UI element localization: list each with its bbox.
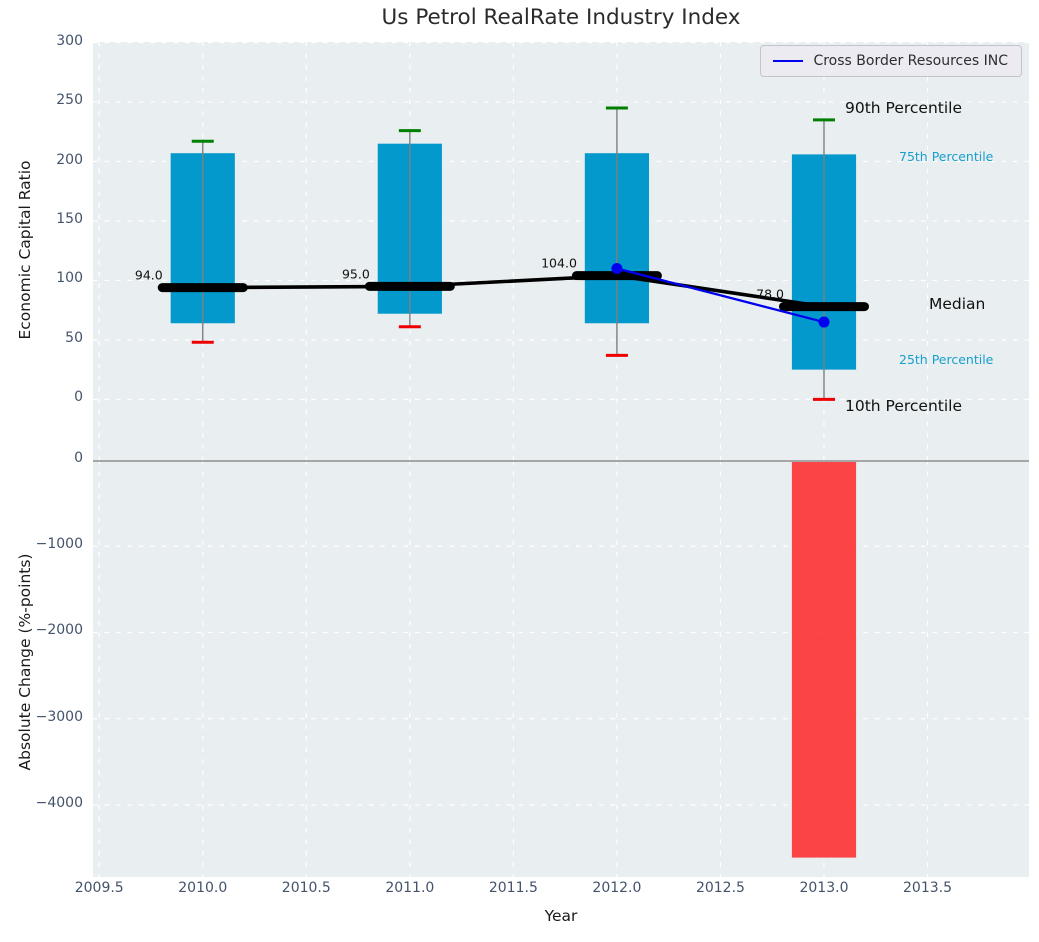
x-tick-2013.0: 2013.0 (799, 880, 849, 896)
bottom-plot-area (93, 460, 1029, 877)
x-axis-label: Year (544, 907, 578, 925)
top-y-tick-0: 0 (74, 389, 83, 406)
x-tick-labels: 2009.5 2010.0 2010.5 2011.0 2011.5 2012.0 2012… (75, 880, 1029, 900)
company-point-2013 (818, 316, 830, 328)
bottom-y-tick--3000: −3000 (35, 708, 83, 725)
annotation-10th-percentile: 10th Percentile (845, 397, 963, 415)
x-tick-2010.5: 2010.5 (281, 880, 331, 896)
bottom-y-tick--1000: −1000 (35, 536, 83, 553)
company-line (616, 267, 825, 324)
legend: Cross Border Resources INC (760, 45, 1022, 77)
top-y-tick-labels: 0 50 100 150 200 250 300 (0, 33, 88, 460)
median-value-label-2013: 78.0 (756, 287, 784, 302)
annotation-90th-percentile: 90th Percentile (845, 99, 963, 117)
top-y-tick-50: 50 (65, 329, 83, 346)
median-value-label-2012: 104.0 (541, 256, 577, 271)
chart-title: Us Petrol RealRate Industry Index (381, 5, 741, 30)
change-bar-chart-canvas (93, 460, 1029, 877)
annotation-median: Median (929, 295, 986, 313)
legend-line-sample (773, 60, 804, 62)
bottom-y-tick-labels: 0 −1000 −2000 −3000 −4000 (0, 450, 88, 877)
legend-label: Cross Border Resources INC (813, 53, 1008, 69)
median-value-label-2010: 94.0 (135, 268, 163, 283)
x-tick-2011.5: 2011.5 (488, 880, 538, 896)
bottom-y-tick-0: 0 (74, 450, 83, 466)
x-tick-2012.0: 2012.0 (592, 880, 642, 896)
change-bar-2013 (791, 461, 857, 858)
x-tick-2013.5: 2013.5 (903, 880, 953, 896)
x-tick-2012.5: 2012.5 (695, 880, 745, 896)
top-y-tick-150: 150 (56, 210, 83, 227)
annotation-75th-percentile: 75th Percentile (899, 149, 994, 164)
top-y-tick-200: 200 (56, 151, 83, 168)
x-tick-2009.5: 2009.5 (74, 880, 124, 896)
top-y-tick-100: 100 (56, 270, 83, 287)
company-point-2012 (611, 263, 623, 275)
bottom-y-tick--4000: −4000 (35, 794, 83, 811)
top-plot-area: 94.0 95.0 104.0 78.0 Cross Border Resources… (93, 42, 1029, 460)
percentile-chart-canvas: 94.0 95.0 104.0 78.0 (93, 42, 1029, 460)
top-y-tick-300: 300 (56, 32, 83, 49)
x-tick-2011.0: 2011.0 (385, 880, 435, 896)
x-tick-2010.0: 2010.0 (178, 880, 228, 896)
bottom-y-tick--2000: −2000 (35, 622, 83, 639)
median-value-label-2011: 95.0 (342, 266, 370, 281)
top-y-tick-250: 250 (56, 92, 83, 109)
annotation-25th-percentile: 25th Percentile (899, 352, 994, 367)
median-connector-line (200, 273, 826, 309)
